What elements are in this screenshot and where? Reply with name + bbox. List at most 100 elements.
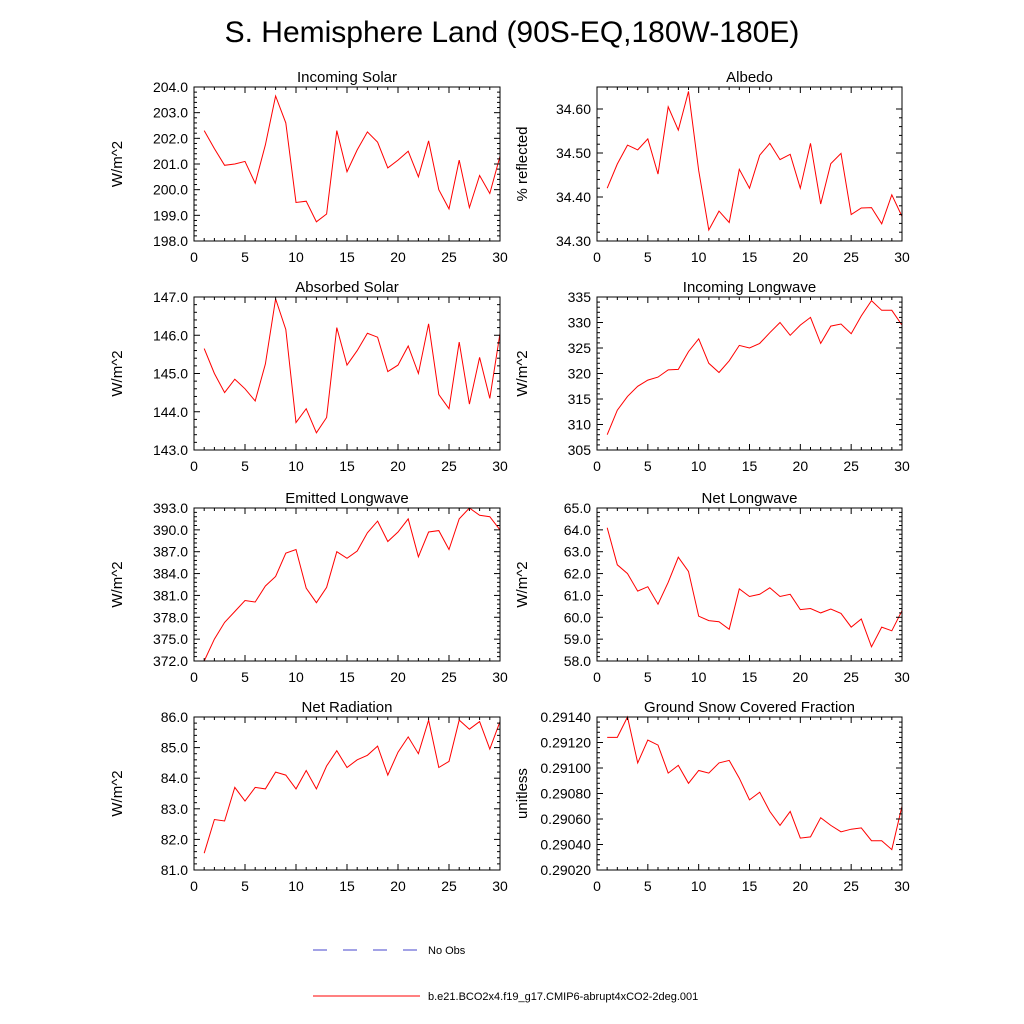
x-tick-label: 30 [894, 878, 910, 894]
y-tick-label: 145.0 [153, 366, 188, 382]
x-tick-label: 5 [241, 669, 249, 685]
x-tick-label: 30 [894, 669, 910, 685]
x-tick-label: 30 [894, 458, 910, 474]
y-tick-label: 58.0 [564, 653, 591, 669]
series-line [203, 718, 501, 854]
x-tick-label: 30 [492, 878, 508, 894]
x-tick-label: 10 [691, 458, 707, 474]
x-tick-label: 5 [644, 249, 652, 265]
x-tick-label: 5 [241, 878, 249, 894]
y-tick-label: 84.0 [161, 770, 188, 786]
plot-frame [193, 507, 501, 662]
y-tick-label: 59.0 [564, 631, 591, 647]
legend-obs-label: No Obs [428, 945, 466, 957]
y-tick-label: 384.0 [153, 566, 188, 582]
y-tick-label: 202.0 [153, 130, 188, 146]
y-axis-label: W/m^2 [109, 350, 126, 396]
panel-7: 0 5 10 15 20 25 30 81.0 82.0 83.0 84.0 85.0 86.0 Net … [109, 699, 508, 894]
x-tick-label: 25 [843, 458, 859, 474]
x-tick-label: 20 [390, 669, 406, 685]
y-tick-label: 378.0 [153, 609, 188, 625]
panel-title: Net Radiation [302, 699, 393, 716]
y-tick-label: 325 [568, 340, 592, 356]
y-tick-label: 310 [568, 417, 592, 433]
y-tick-label: 81.0 [161, 862, 188, 878]
x-tick-label: 10 [288, 458, 304, 474]
y-tick-label: 203.0 [153, 105, 188, 121]
y-tick-label: 82.0 [161, 831, 188, 847]
panel-title: Albedo [726, 69, 773, 86]
y-tick-label: 0.29140 [540, 709, 591, 725]
x-tick-label: 15 [339, 249, 355, 265]
x-tick-label: 0 [593, 878, 601, 894]
series-line [606, 91, 903, 232]
x-tick-label: 25 [441, 878, 457, 894]
y-tick-label: 143.0 [153, 442, 188, 458]
x-tick-label: 10 [691, 669, 707, 685]
x-tick-label: 10 [691, 249, 707, 265]
series-line [203, 507, 501, 662]
x-tick-label: 10 [288, 669, 304, 685]
x-tick-label: 20 [793, 669, 809, 685]
y-tick-label: 0.29080 [540, 786, 591, 802]
y-tick-label: 381.0 [153, 587, 188, 603]
y-tick-label: 387.0 [153, 544, 188, 560]
y-tick-label: 372.0 [153, 653, 188, 669]
figure-title: S. Hemisphere Land (90S-EQ,180W-180E) [225, 16, 800, 49]
x-tick-label: 10 [691, 878, 707, 894]
x-tick-label: 25 [843, 669, 859, 685]
x-tick-label: 0 [593, 669, 601, 685]
x-tick-label: 5 [241, 249, 249, 265]
y-tick-label: 83.0 [161, 801, 188, 817]
y-axis-label: % reflected [514, 126, 531, 201]
x-tick-label: 20 [793, 249, 809, 265]
x-tick-label: 25 [843, 878, 859, 894]
panel-title: Emitted Longwave [285, 490, 408, 507]
x-tick-label: 30 [492, 249, 508, 265]
series-line [606, 527, 903, 649]
x-tick-label: 15 [742, 669, 758, 685]
y-tick-label: 0.29020 [540, 862, 591, 878]
y-tick-label: 34.60 [556, 101, 591, 117]
x-tick-label: 15 [742, 458, 758, 474]
y-tick-label: 65.0 [564, 500, 591, 516]
x-tick-label: 5 [241, 458, 249, 474]
legend: No Obs b.e21.BCO2x4.f19_g17.CMIP6-abrupt… [313, 945, 698, 1003]
panel-3: 0 5 10 15 20 25 30 143.0 144.0 145.0 146.0 147.0 Abs… [109, 279, 508, 474]
x-tick-label: 10 [288, 878, 304, 894]
y-tick-label: 315 [568, 391, 592, 407]
y-tick-label: 144.0 [153, 404, 188, 420]
y-tick-label: 0.29060 [540, 811, 591, 827]
x-tick-label: 15 [339, 669, 355, 685]
x-tick-label: 25 [441, 669, 457, 685]
x-tick-label: 20 [793, 878, 809, 894]
y-axis-label: W/m^2 [109, 770, 126, 816]
series-line [607, 715, 903, 851]
panel-6: 0 5 10 15 20 25 30 58.0 59.0 60.0 61.0 62.0 63.0 64.0… [514, 490, 910, 685]
x-tick-label: 25 [843, 249, 859, 265]
y-tick-label: 393.0 [153, 500, 188, 516]
x-tick-label: 0 [593, 458, 601, 474]
y-tick-label: 86.0 [161, 709, 188, 725]
y-tick-label: 61.0 [564, 587, 591, 603]
x-tick-label: 25 [441, 458, 457, 474]
x-tick-label: 0 [190, 669, 198, 685]
y-axis-label: W/m^2 [514, 561, 531, 607]
panel-title: Absorbed Solar [295, 279, 398, 296]
y-tick-label: 335 [568, 289, 592, 305]
y-tick-label: 34.40 [556, 189, 591, 205]
x-tick-label: 15 [742, 878, 758, 894]
panel-1: 0 5 10 15 20 25 30 198.0 199.0 200.0 201.0 202.0 203… [109, 69, 508, 265]
panel-title: Incoming Solar [297, 69, 397, 86]
panel-title: Ground Snow Covered Fraction [644, 699, 855, 716]
x-tick-label: 15 [742, 249, 758, 265]
y-tick-label: 85.0 [161, 740, 188, 756]
y-tick-label: 201.0 [153, 156, 188, 172]
x-tick-label: 20 [793, 458, 809, 474]
x-tick-label: 0 [593, 249, 601, 265]
y-tick-label: 305 [568, 442, 592, 458]
y-tick-label: 62.0 [564, 566, 591, 582]
x-tick-label: 30 [894, 249, 910, 265]
series-line [203, 298, 501, 434]
plot-frame [596, 716, 903, 871]
